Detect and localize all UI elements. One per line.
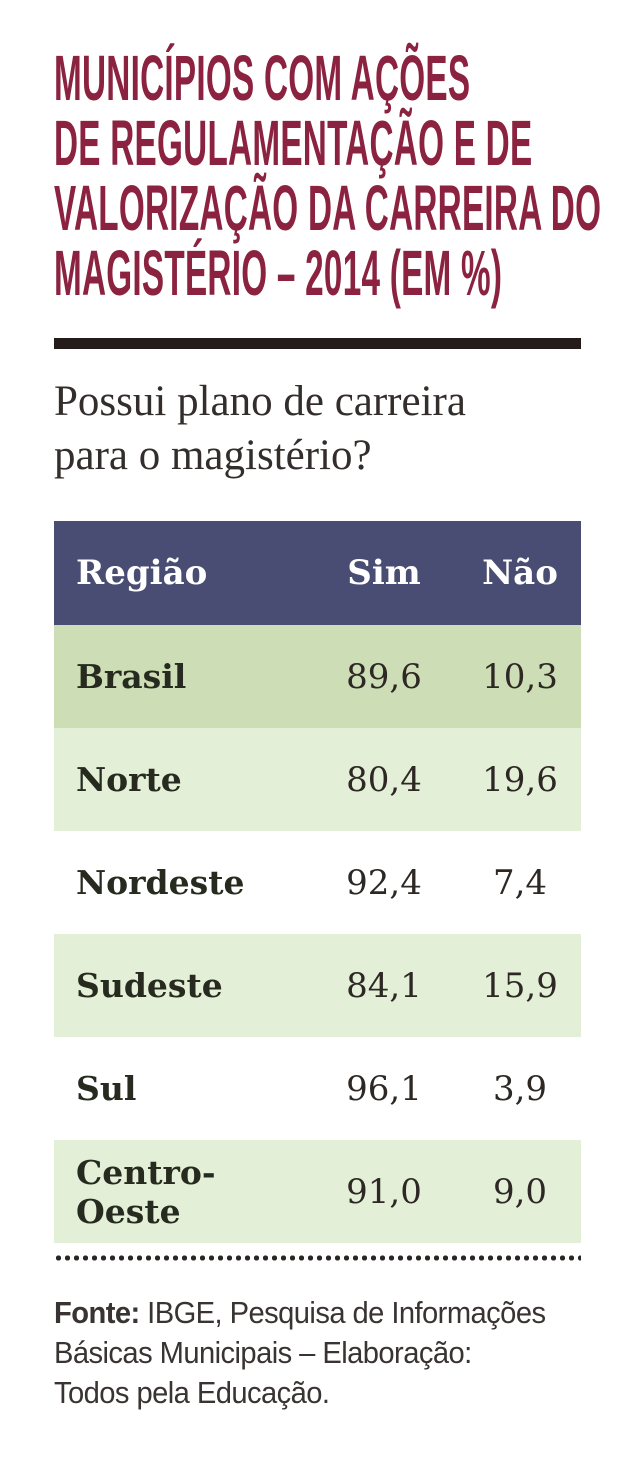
- source-line-2: Básicas Municipais – Elaboração:: [54, 1335, 472, 1370]
- question-line-2: para o magistério?: [54, 432, 372, 479]
- title-line-1: MUNICÍPIOS COM AÇÕES: [54, 42, 471, 114]
- title-line-2: DE REGULAMENTAÇÃO E DE: [54, 107, 533, 179]
- title-line-3: VALORIZAÇÃO DA CARREIRA DO: [54, 172, 602, 244]
- value-nao: 15,9: [482, 965, 558, 1006]
- page-title: MUNICÍPIOS COM AÇÕES DE REGULAMENTAÇÃO E…: [54, 42, 602, 309]
- value-sim: 89,6: [346, 656, 422, 697]
- column-header-nao: Não: [482, 553, 558, 593]
- source-note: Fonte: IBGE, Pesquisa de Informações Bás…: [54, 1293, 549, 1413]
- value-sim: 96,1: [346, 1068, 422, 1109]
- content-column: MUNICÍPIOS COM AÇÕES DE REGULAMENTAÇÃO E…: [54, 42, 602, 1413]
- region-label: Centro-Oeste: [76, 1152, 216, 1231]
- source-line-3: Todos pela Educação.: [54, 1375, 330, 1410]
- column-header-region: Região: [76, 553, 208, 593]
- data-table: Região Sim Não Brasil 89,6 10,3 Norte 80…: [54, 521, 581, 1243]
- region-label: Sudeste: [76, 966, 223, 1005]
- column-header-sim: Sim: [347, 553, 421, 593]
- value-sim: 84,1: [346, 965, 422, 1006]
- source-line-1-text: IBGE, Pesquisa de Informações: [139, 1295, 546, 1330]
- source-label: Fonte:: [54, 1295, 140, 1330]
- region-label: Sul: [76, 1069, 137, 1108]
- value-nao: 3,9: [492, 1068, 548, 1109]
- table-row-centro-oeste: Centro-Oeste 91,0 9,0: [54, 1140, 581, 1243]
- table-row-sudeste: Sudeste 84,1 15,9: [54, 934, 581, 1037]
- value-sim: 91,0: [346, 1171, 422, 1212]
- source-line-1: Fonte: IBGE, Pesquisa de Informações: [54, 1293, 549, 1333]
- title-line-4: MAGISTÉRIO – 2014 (EM %): [54, 237, 503, 309]
- region-label: Norte: [76, 760, 182, 799]
- value-sim: 80,4: [346, 759, 422, 800]
- question-line-1: Possui plano de carreira: [54, 378, 466, 425]
- value-nao: 19,6: [482, 759, 558, 800]
- value-nao: 7,4: [492, 862, 548, 903]
- dotted-separator: [54, 1255, 581, 1261]
- table-header-row: Região Sim Não: [54, 521, 581, 625]
- table-row-sul: Sul 96,1 3,9: [54, 1037, 581, 1140]
- table-row-nordeste: Nordeste 92,4 7,4: [54, 831, 581, 934]
- region-label: Nordeste: [76, 863, 245, 902]
- table-row-norte: Norte 80,4 19,6: [54, 728, 581, 831]
- table-row-brasil: Brasil 89,6 10,3: [54, 625, 581, 728]
- region-label: Brasil: [76, 657, 187, 696]
- question-subtitle: Possui plano de carreira para o magistér…: [54, 375, 581, 483]
- value-nao: 10,3: [482, 656, 558, 697]
- value-sim: 92,4: [346, 862, 422, 903]
- value-nao: 9,0: [492, 1171, 548, 1212]
- horizontal-rule: [54, 338, 581, 349]
